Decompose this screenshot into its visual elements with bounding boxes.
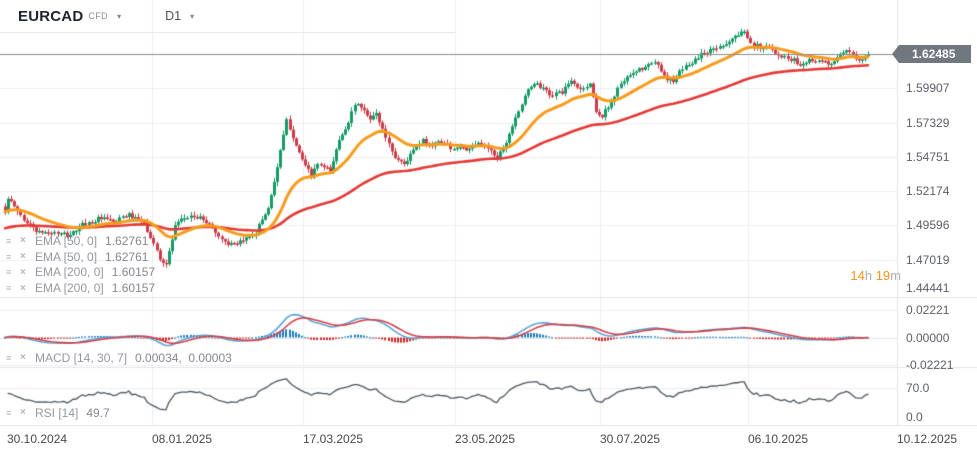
indicator-legend-row[interactable]: ≡ × EMA [50, 0] 1.62761 [6,249,155,265]
indicator-label: EMA [200, 0] [35,281,104,296]
settings-icon[interactable]: ≡ [6,407,12,418]
time-tick-label: 08.01.2025 [152,432,213,446]
indicator-label: MACD [14, 30, 7] [35,350,128,365]
indicator-value: 1.62761 [105,233,149,248]
symbol-switcher-button[interactable]: EURCAD CFD ▾ [18,8,121,25]
price-tick-label: 1.47019 [906,252,950,267]
time-axis[interactable]: 30.10.2024 08.01.2025 17.03.2025 23.05.2025… [0,425,977,449]
countdown-hours: 14 [850,268,865,283]
indicator-value: 49.7 [86,405,110,420]
indicator-legend-row[interactable]: ≡ × RSI [14] 49.7 [6,405,110,421]
market-type-label: CFD [88,11,109,21]
rsi-tick-label: 70.0 [906,381,930,396]
rsi-legend: ≡ × RSI [14] 49.7 [6,405,110,421]
settings-icon[interactable]: ≡ [6,352,12,363]
rsi-tick-label: 0.0 [906,410,923,424]
macd-legend: ≡ × MACD [14, 30, 7] 0.00034, 0.00003 [6,350,232,366]
timeframe-selector-button[interactable]: D1 ▾ [165,9,194,23]
price-tick-label: 1.49596 [906,218,950,233]
countdown-minutes: 19 [875,268,891,283]
time-tick-label: 30.10.2024 [7,432,68,446]
price-tick-label: 1.54751 [906,149,950,164]
chevron-down-icon: ▾ [190,11,195,21]
close-icon[interactable]: × [20,251,26,263]
close-icon[interactable]: × [20,235,26,247]
indicator-value: 1.60157 [111,281,156,296]
current-price-badge: 1.62485 [892,45,971,63]
time-tick-label: 17.03.2025 [303,432,364,446]
price-axis[interactable]: 1.59907 1.57329 1.54751 1.52174 1.49596 1.470… [897,0,977,425]
indicator-legend-row[interactable]: ≡ × EMA [200, 0] 1.60157 [6,280,155,296]
price-tick-label: 1.59907 [906,81,950,96]
close-icon[interactable]: × [20,282,26,294]
time-tick-label: 23.05.2025 [455,432,516,446]
macd-tick-label: 0.02221 [906,303,950,318]
indicator-value: 0.00034, 0.00003 [135,350,232,365]
settings-icon[interactable]: ≡ [6,235,12,246]
timeframe-label: D1 [165,9,182,23]
overlay-indicators-legend: ≡ × EMA [50, 0] 1.62761 ≡ × EMA [50, 0] 1.62761… [6,233,155,296]
macd-tick-label: -0.02221 [906,357,954,372]
bar-close-countdown: 14h 19m [833,268,901,283]
indicator-legend-row[interactable]: ≡ × MACD [14, 30, 7] 0.00034, 0.00003 [6,350,232,366]
time-tick-label: 10.12.2025 [897,432,958,446]
price-tick-label: 1.52174 [906,184,950,199]
macd-tick-label: 0.00000 [906,330,950,345]
indicator-label: RSI [14] [35,405,79,420]
current-price-value: 1.62485 [912,47,956,61]
chart-toolbar: EURCAD CFD ▾ D1 ▾ [0,0,455,33]
indicator-legend-row[interactable]: ≡ × EMA [200, 0] 1.60157 [6,265,155,281]
time-tick-label: 30.07.2025 [600,432,661,446]
indicator-value: 1.60157 [111,265,156,280]
indicator-legend-row[interactable]: ≡ × EMA [50, 0] 1.62761 [6,233,155,249]
time-tick-label: 06.10.2025 [748,432,809,446]
close-icon[interactable]: × [20,407,26,419]
countdown-hours-unit: h [864,268,873,283]
indicator-label: EMA [50, 0] [35,233,98,248]
chevron-down-icon: ▾ [117,11,122,21]
settings-icon[interactable]: ≡ [6,283,12,294]
symbol-name: EURCAD [18,7,84,25]
indicator-label: EMA [50, 0] [35,249,98,264]
price-tick-label: 1.44441 [906,281,950,295]
price-tick-label: 1.57329 [906,115,950,130]
indicator-label: EMA [200, 0] [35,265,104,280]
close-icon[interactable]: × [20,352,26,364]
settings-icon[interactable]: ≡ [6,251,12,262]
indicator-value: 1.62761 [105,249,149,264]
countdown-minutes-unit: m [890,268,901,283]
close-icon[interactable]: × [20,266,26,278]
settings-icon[interactable]: ≡ [6,267,12,278]
